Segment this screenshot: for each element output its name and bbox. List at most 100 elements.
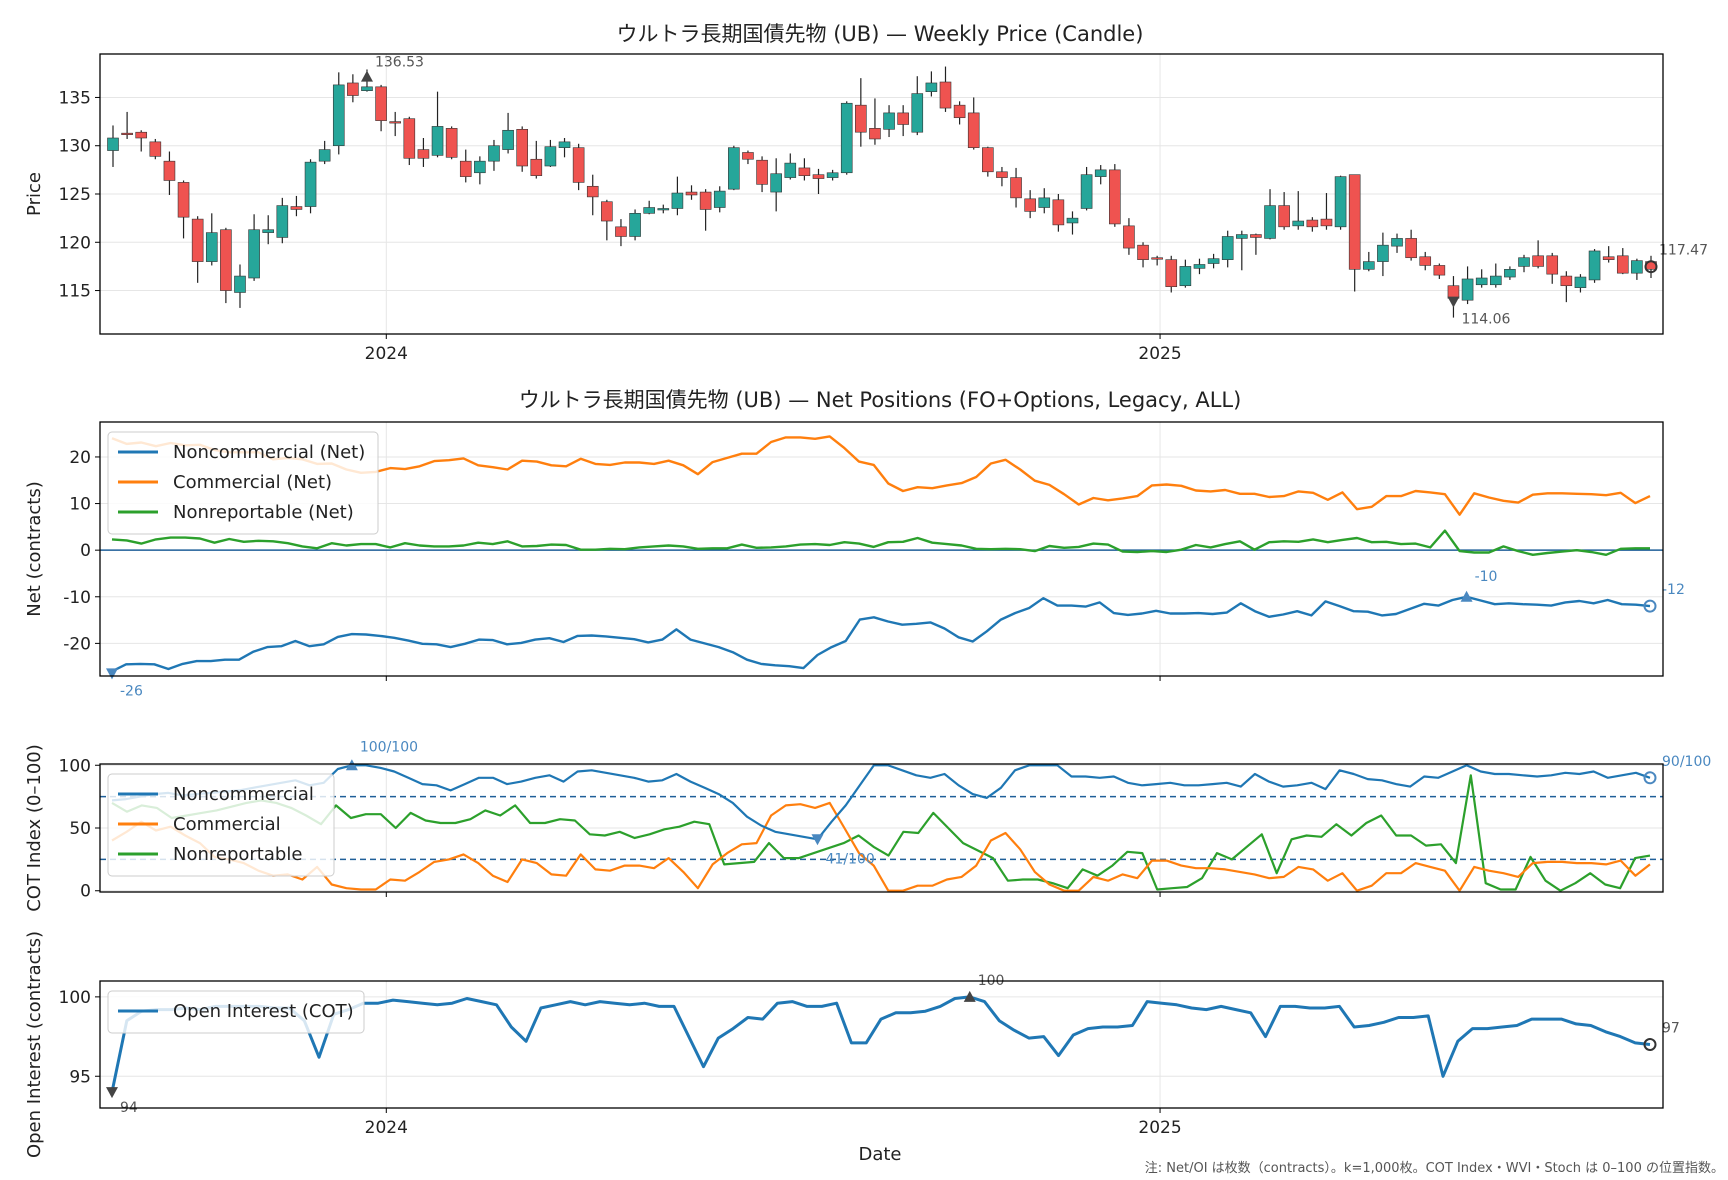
- candle-body: [713, 190, 726, 208]
- candle-body: [1377, 244, 1389, 262]
- candle: [530, 140, 543, 179]
- axes-frame: [99, 763, 1664, 893]
- candle: [586, 174, 599, 216]
- candle-body: [1461, 278, 1474, 301]
- candle: [685, 185, 698, 200]
- candle: [163, 151, 176, 195]
- candle: [657, 204, 670, 214]
- candle-body: [826, 172, 839, 178]
- series-line-noncommercial: [111, 764, 1651, 841]
- extreme-marker: [963, 990, 976, 1002]
- annotation-label: 117.47: [1659, 243, 1708, 259]
- candle-body: [1306, 219, 1319, 228]
- candle-body: [742, 152, 754, 160]
- candle-body: [1391, 238, 1403, 247]
- candle-body: [1038, 197, 1051, 208]
- candle-body: [1489, 275, 1502, 286]
- candle: [671, 176, 684, 216]
- candle-body: [1207, 258, 1220, 264]
- candle: [332, 72, 345, 155]
- candle-body: [347, 82, 359, 96]
- candle: [996, 166, 1008, 187]
- candle-body: [1433, 265, 1446, 276]
- candle-body: [262, 229, 275, 233]
- candle-body: [403, 118, 416, 159]
- annotation-label: 41/100: [826, 851, 875, 867]
- legend-label: Commercial (Net): [173, 472, 332, 493]
- series-line-nonreportable-net: [111, 529, 1650, 556]
- legend-label: Noncommercial: [173, 784, 314, 805]
- candle-body: [657, 208, 670, 211]
- legend-box: [107, 431, 379, 535]
- candle-body: [389, 121, 402, 124]
- cot-index-panel: 0 50 100 COT Index (0–100) 100/100 41/100 90/1…: [24, 739, 1711, 912]
- candle: [826, 169, 839, 181]
- candle-body: [318, 149, 331, 162]
- candle-body: [1179, 266, 1192, 287]
- candle: [728, 145, 740, 191]
- candle-body: [1320, 218, 1333, 227]
- y-tick-label: 0: [80, 882, 91, 902]
- candle-body: [431, 126, 444, 156]
- candle-body: [1236, 234, 1248, 239]
- axes-frame: [99, 980, 1664, 1109]
- x-tick-label: 2024: [365, 344, 408, 364]
- net-positions-panel: -20 -10 0 10 20 Net (contracts) ウルトラ長期国債先物 (UB…: [24, 388, 1685, 699]
- candle-body: [361, 86, 373, 91]
- extreme-marker: [345, 759, 358, 771]
- annotation-label: 136.53: [375, 55, 424, 71]
- candle: [1137, 242, 1149, 268]
- candle-body: [290, 206, 303, 210]
- candle-body: [629, 213, 641, 237]
- candle-body: [1109, 169, 1121, 225]
- annotation-label: 100/100: [360, 739, 418, 755]
- candle: [1405, 229, 1417, 261]
- candle-body: [1278, 205, 1290, 228]
- candle: [967, 97, 980, 150]
- candle: [883, 105, 895, 138]
- candle-body: [586, 185, 599, 198]
- candle: [474, 156, 486, 185]
- footnote: 注: Net/OI は枚数（contracts）。k=1,000枚。COT In…: [1145, 1161, 1724, 1176]
- candle: [389, 111, 402, 137]
- candle: [1221, 230, 1234, 268]
- candle-body: [502, 129, 514, 150]
- candle: [1602, 246, 1615, 263]
- candle-body: [1616, 255, 1629, 274]
- candle: [375, 84, 387, 132]
- candle: [1489, 263, 1502, 288]
- candle: [643, 200, 655, 215]
- candle: [1109, 164, 1121, 227]
- candle: [1165, 255, 1178, 293]
- candle-body: [1080, 174, 1093, 209]
- y-tick-label: 100: [59, 988, 91, 1008]
- y-axis-label: Net (contracts): [24, 481, 45, 617]
- candle: [1320, 193, 1333, 230]
- extreme-marker: [1460, 590, 1473, 602]
- candle-body: [671, 192, 684, 209]
- candle: [1264, 189, 1276, 240]
- candle: [1588, 249, 1601, 283]
- candle: [1066, 211, 1079, 235]
- candle-body: [770, 173, 782, 193]
- y-tick-label: 135: [59, 88, 91, 108]
- candle-body: [840, 102, 853, 174]
- candle: [601, 199, 613, 241]
- candle-body: [1010, 177, 1022, 199]
- candle: [318, 140, 331, 165]
- candle: [1532, 240, 1544, 269]
- candle-body: [516, 129, 528, 167]
- y-axis-label: COT Index (0–100): [24, 744, 45, 912]
- candle: [742, 150, 754, 165]
- candle: [1207, 253, 1220, 269]
- candle: [191, 216, 204, 283]
- annotation-label: 97: [1662, 1021, 1680, 1037]
- candle-body: [1094, 169, 1107, 177]
- candle: [544, 139, 557, 167]
- candle-body: [417, 149, 430, 159]
- legend-label: Noncommercial (Net): [173, 442, 365, 463]
- candle: [1433, 263, 1446, 279]
- candle: [939, 66, 952, 112]
- candle-body: [1447, 285, 1460, 299]
- candle: [1151, 255, 1163, 266]
